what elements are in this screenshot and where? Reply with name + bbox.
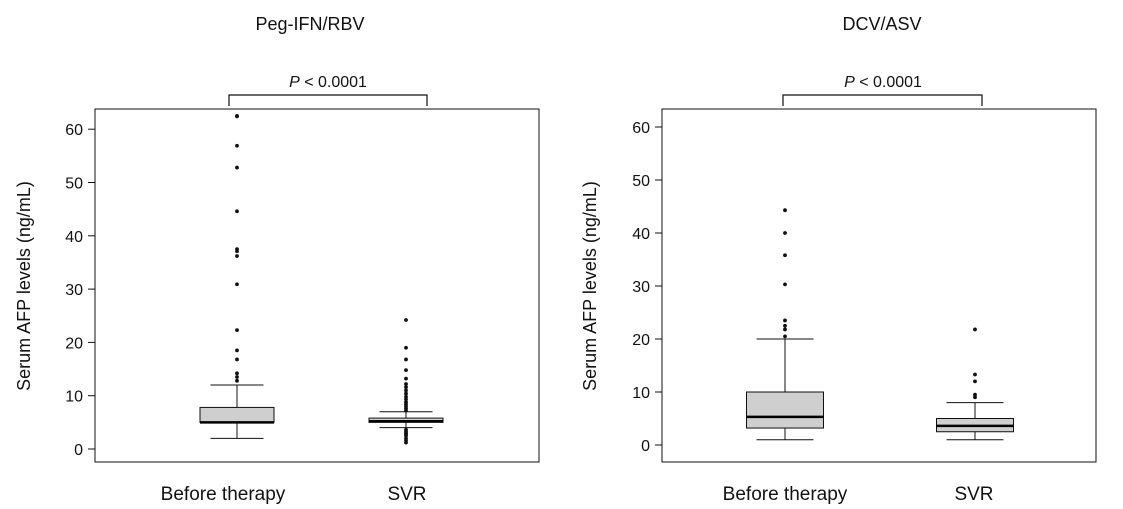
outlier-point xyxy=(235,348,239,353)
outlier-point xyxy=(783,208,787,213)
chart-title: DCV/ASV xyxy=(842,14,921,34)
panel-dcv-asv: DCV/ASV P < 0.0001 Serum AFP levels (ng/… xyxy=(580,14,1097,505)
outlier-point xyxy=(783,231,787,235)
y-tick-label: 60 xyxy=(632,120,650,137)
outlier-point xyxy=(235,165,239,170)
outlier-point xyxy=(404,382,408,386)
y-tick-label: 50 xyxy=(632,173,650,190)
y-tick-label: 0 xyxy=(74,442,83,459)
outlier-point xyxy=(235,378,239,383)
outlier-point xyxy=(973,372,977,377)
y-tick-label: 40 xyxy=(632,226,650,243)
outlier-point xyxy=(783,318,787,323)
bracket-line xyxy=(228,94,428,106)
outlier-point xyxy=(404,385,408,390)
box-group xyxy=(199,113,275,439)
outlier-point xyxy=(404,345,408,350)
y-axis-label: Serum AFP levels (ng/mL) xyxy=(14,181,34,391)
outlier-point xyxy=(404,397,408,402)
outlier-point xyxy=(235,375,239,379)
y-axis: 0 10 20 30 40 50 60 xyxy=(65,122,95,459)
outlier-point xyxy=(235,254,239,258)
y-tick-label: 30 xyxy=(65,282,83,299)
outlier-point xyxy=(404,388,408,393)
outlier-point xyxy=(235,357,239,362)
outlier-point xyxy=(235,328,239,333)
y-tick-label: 50 xyxy=(65,176,83,193)
y-tick-label: 30 xyxy=(632,279,650,296)
y-tick-label: 0 xyxy=(641,438,650,455)
plot-frame xyxy=(94,108,540,463)
iqr-box xyxy=(746,391,824,429)
outlier-point xyxy=(235,209,239,214)
significance-bracket: P < 0.0001 xyxy=(228,74,428,106)
outlier-point xyxy=(973,379,977,384)
p-value-label: P < 0.0001 xyxy=(844,74,922,91)
outlier-point xyxy=(404,357,408,362)
outlier-point xyxy=(404,318,408,322)
x-tick-label: SVR xyxy=(954,484,993,504)
outlier-point xyxy=(404,368,408,373)
y-tick-label: 10 xyxy=(65,389,83,406)
outlier-point xyxy=(235,113,239,118)
plot-frame xyxy=(661,108,1097,463)
p-value-label: P < 0.0001 xyxy=(289,74,367,91)
outlier-point xyxy=(235,143,239,148)
outlier-point xyxy=(783,327,787,332)
box-group xyxy=(936,327,1014,441)
bracket-line xyxy=(782,94,983,106)
y-tick-label: 60 xyxy=(65,122,83,139)
outlier-point xyxy=(973,392,977,397)
x-tick-label: Before therapy xyxy=(723,484,848,504)
significance-bracket: P < 0.0001 xyxy=(782,74,983,106)
outlier-point xyxy=(404,436,408,441)
outlier-point xyxy=(404,391,408,396)
outlier-point xyxy=(404,400,408,404)
x-tick-label: SVR xyxy=(387,484,426,504)
box-group xyxy=(746,208,824,441)
box-plots xyxy=(199,113,444,445)
outlier-point xyxy=(973,395,977,400)
outlier-point xyxy=(235,247,239,252)
outlier-point xyxy=(783,253,787,258)
outlier-point xyxy=(235,371,239,376)
outlier-point xyxy=(235,282,239,287)
chart-title: Peg-IFN/RBV xyxy=(255,14,364,34)
outlier-point xyxy=(973,327,977,332)
outlier-point xyxy=(404,394,408,399)
y-axis-label: Serum AFP levels (ng/mL) xyxy=(580,181,600,391)
outlier-point xyxy=(783,282,787,287)
iqr-box xyxy=(199,406,275,423)
outlier-point xyxy=(404,376,408,381)
box-plots xyxy=(746,208,1014,441)
y-tick-label: 20 xyxy=(632,332,650,349)
y-tick-label: 40 xyxy=(65,229,83,246)
panel-peg-ifn-rbv: Peg-IFN/RBV P < 0.0001 Serum AFP levels … xyxy=(14,14,540,505)
outlier-point xyxy=(783,323,787,328)
y-tick-label: 10 xyxy=(632,385,650,402)
y-tick-label: 20 xyxy=(65,335,83,352)
outlier-point xyxy=(404,427,408,432)
x-tick-label: Before therapy xyxy=(161,484,286,504)
box-group xyxy=(368,318,444,445)
y-axis: 0 10 20 30 40 50 60 xyxy=(632,120,662,455)
outlier-point xyxy=(783,334,787,339)
